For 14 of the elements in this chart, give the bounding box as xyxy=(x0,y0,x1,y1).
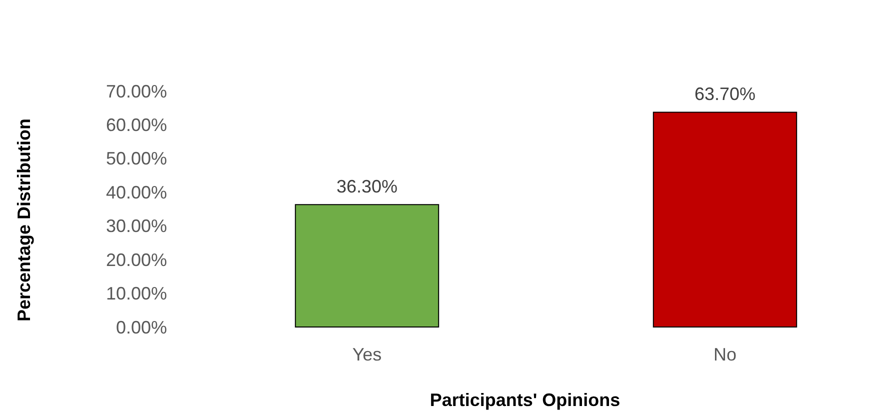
y-tick-label: 20.00% xyxy=(106,250,167,270)
y-tick-label: 50.00% xyxy=(106,148,167,169)
y-axis-title: Percentage Distribution xyxy=(14,118,34,322)
y-tick-label: 10.00% xyxy=(106,284,167,304)
x-axis-title: Participants' Opinions xyxy=(430,390,620,410)
data-label: 63.70% xyxy=(694,84,756,104)
y-tick-label: 60.00% xyxy=(106,115,167,136)
y-tick-label: 0.00% xyxy=(116,317,167,338)
y-tick-label: 40.00% xyxy=(106,182,167,202)
data-label: 36.30% xyxy=(336,176,398,197)
x-tick-label: Yes xyxy=(352,344,382,364)
x-tick-label: No xyxy=(713,344,737,364)
y-tick-label: 70.00% xyxy=(106,81,167,102)
y-tick-label: 30.00% xyxy=(106,216,167,236)
